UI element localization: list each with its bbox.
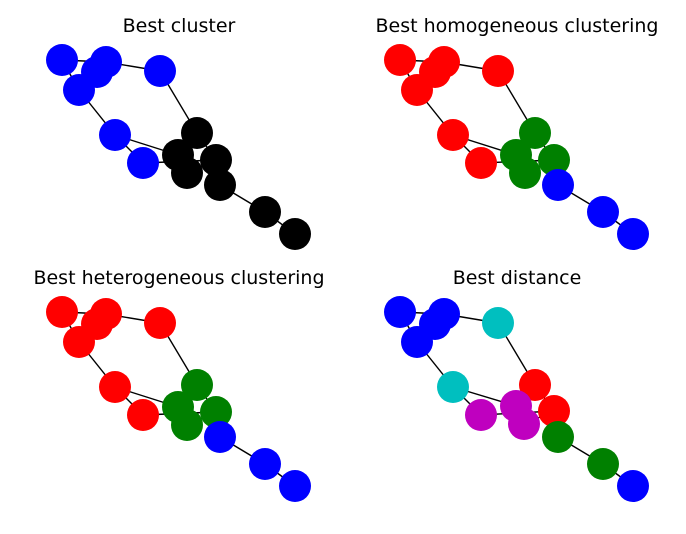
graph-node xyxy=(249,196,281,228)
graph-node xyxy=(171,409,203,441)
graph-node xyxy=(249,448,281,480)
panel-title: Best distance xyxy=(453,267,582,289)
graph-node xyxy=(509,157,541,189)
graph-node xyxy=(99,119,131,151)
graph-node xyxy=(181,117,213,149)
graph-node xyxy=(587,196,619,228)
panel-title: Best cluster xyxy=(123,15,236,37)
graph-node xyxy=(437,119,469,151)
graph-node xyxy=(279,470,311,502)
graph-node xyxy=(46,44,78,76)
graph-node xyxy=(200,144,232,176)
graph-node xyxy=(384,296,416,328)
graph-node xyxy=(127,399,159,431)
graph-node xyxy=(482,307,514,339)
graph-node xyxy=(542,421,574,453)
graph-nodes xyxy=(46,44,311,250)
graph-node xyxy=(181,369,213,401)
graph-node xyxy=(204,169,236,201)
graph-node xyxy=(401,326,433,358)
graph-node xyxy=(127,147,159,179)
panel-best-homogeneous-clustering: Best homogeneous clustering xyxy=(376,15,659,250)
graph-node xyxy=(204,421,236,453)
graph-node xyxy=(465,147,497,179)
panel-title: Best heterogeneous clustering xyxy=(33,267,324,289)
graph-node xyxy=(144,307,176,339)
graph-node xyxy=(144,55,176,87)
graph-node xyxy=(63,74,95,106)
graph-node xyxy=(508,408,540,440)
graph-node xyxy=(482,55,514,87)
panel-title: Best homogeneous clustering xyxy=(376,15,659,37)
graph-node xyxy=(279,218,311,250)
graph-node xyxy=(538,395,570,427)
graph-node xyxy=(63,326,95,358)
graph-node xyxy=(538,144,570,176)
graph-node xyxy=(99,371,131,403)
graph-node xyxy=(617,218,649,250)
graph-node xyxy=(401,74,433,106)
graph-node xyxy=(587,448,619,480)
graph-node xyxy=(519,369,551,401)
graph-node xyxy=(519,117,551,149)
panel-best-heterogeneous-clustering: Best heterogeneous clustering xyxy=(33,267,325,502)
graph-node xyxy=(171,157,203,189)
graph-node xyxy=(46,296,78,328)
graph-nodes xyxy=(384,44,649,250)
graph-node xyxy=(200,396,232,428)
graph-node xyxy=(384,44,416,76)
graph-nodes xyxy=(46,296,311,502)
graph-node xyxy=(437,371,469,403)
graph-node xyxy=(617,470,649,502)
graph-nodes xyxy=(384,296,649,502)
panel-best-distance: Best distance xyxy=(384,267,649,502)
graph-node xyxy=(542,169,574,201)
panel-best-cluster: Best cluster xyxy=(46,15,311,250)
graph-node xyxy=(465,399,497,431)
